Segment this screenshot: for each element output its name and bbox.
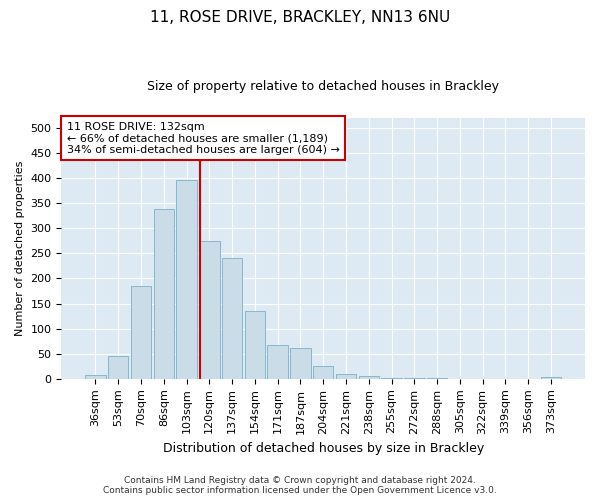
Bar [404,378,425,379]
Text: 11 ROSE DRIVE: 132sqm
← 66% of detached houses are smaller (1,189)
34% of semi-d: 11 ROSE DRIVE: 132sqm ← 66% of detached … [67,122,340,155]
Bar [427,378,448,379]
Bar [268,344,288,379]
Bar [290,348,311,379]
X-axis label: Distribution of detached houses by size in Brackley: Distribution of detached houses by size … [163,442,484,455]
Bar [359,376,379,379]
Bar [176,180,197,379]
Bar [131,286,151,379]
Bar [313,366,334,379]
Bar [85,375,106,379]
Bar [108,356,128,379]
Title: Size of property relative to detached houses in Brackley: Size of property relative to detached ho… [147,80,499,93]
Text: Contains HM Land Registry data © Crown copyright and database right 2024.
Contai: Contains HM Land Registry data © Crown c… [103,476,497,495]
Text: 11, ROSE DRIVE, BRACKLEY, NN13 6NU: 11, ROSE DRIVE, BRACKLEY, NN13 6NU [150,10,450,25]
Y-axis label: Number of detached properties: Number of detached properties [15,160,25,336]
Bar [199,241,220,379]
Bar [381,378,402,379]
Bar [245,310,265,379]
Bar [154,209,174,379]
Bar [336,374,356,379]
Bar [222,258,242,379]
Bar [541,377,561,379]
